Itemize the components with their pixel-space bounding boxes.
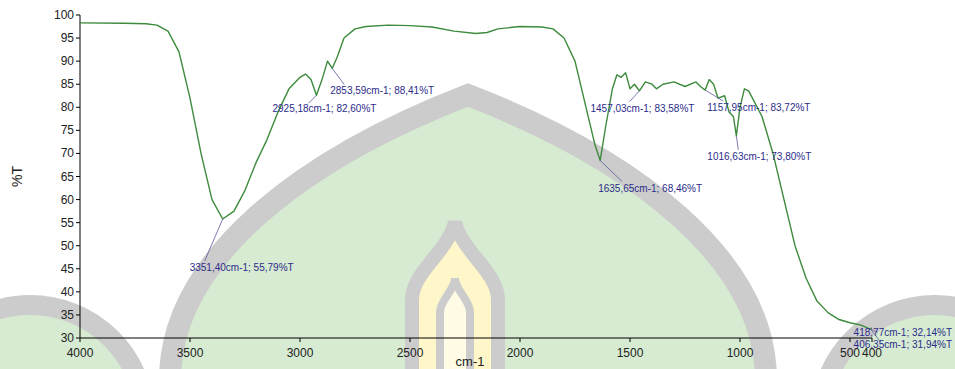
x-tick <box>740 338 741 342</box>
axes: 30 35 40 45 50 55 60 65 70 75 80 85 90 95 100 4000 3500 3… <box>54 8 882 360</box>
y-tick <box>76 245 80 246</box>
y-tick-label: 55 <box>61 216 75 230</box>
x-tick-label: 3000 <box>287 346 314 360</box>
annotation-leader <box>736 136 738 150</box>
chart: 3035404550556065707580859095100400035003… <box>0 0 955 369</box>
spectrum-line <box>80 23 872 329</box>
plot-area <box>80 23 872 329</box>
x-tick-label: 1000 <box>727 346 754 360</box>
y-tick <box>76 176 80 177</box>
y-tick-label: 50 <box>61 239 75 253</box>
y-tick-label: 75 <box>61 123 75 137</box>
y-tick <box>76 130 80 131</box>
y-tick-label: 100 <box>54 8 74 22</box>
y-tick <box>76 338 80 339</box>
x-tick <box>80 338 81 342</box>
y-tick-label: 60 <box>61 193 75 207</box>
annotation-label: 1635,65cm-1; 68,46%T <box>598 183 702 194</box>
annotations: 3351,40cm-1; 55,79%T 2925,18cm-1; 82,60%T… <box>190 68 952 350</box>
x-axis-label: cm-1 <box>456 354 485 369</box>
annotation-label: 1016,63cm-1; 73,80%T <box>707 151 811 162</box>
watermark-tower <box>412 222 498 369</box>
annotation-leader <box>705 90 723 101</box>
y-tick-label: 45 <box>61 262 75 276</box>
y-tick <box>76 107 80 108</box>
y-tick-label: 80 <box>61 100 75 114</box>
watermark-shape <box>820 305 955 369</box>
annotation-label: 2853,59cm-1; 88,41%T <box>330 85 434 96</box>
y-tick-label: 65 <box>61 170 75 184</box>
x-tick <box>410 338 411 342</box>
x-tick-label: 1500 <box>617 346 644 360</box>
x-axis-line <box>80 338 872 339</box>
y-tick <box>76 222 80 223</box>
y-axis-label: %T <box>9 166 25 187</box>
watermark-shape <box>0 305 145 369</box>
x-tick-label: 3500 <box>177 346 204 360</box>
y-tick-label: 95 <box>61 31 75 45</box>
y-tick <box>76 314 80 315</box>
watermark-dome <box>170 95 766 369</box>
annotation-leader <box>308 95 316 103</box>
annotation-leader <box>205 219 223 261</box>
y-tick-label: 70 <box>61 146 75 160</box>
y-tick <box>76 38 80 39</box>
annotation-label: 418,77cm-1; 32,14%T <box>854 327 952 338</box>
y-tick-label: 35 <box>61 308 75 322</box>
annotation-label: 406,35cm-1; 31,94%T <box>854 339 952 350</box>
annotation-leader <box>629 91 639 102</box>
y-tick-label: 30 <box>61 331 75 345</box>
y-tick <box>76 61 80 62</box>
watermark <box>0 95 955 369</box>
x-tick-label: 2500 <box>397 346 424 360</box>
x-tick <box>630 338 631 342</box>
y-tick-label: 90 <box>61 54 75 68</box>
annotation-leader <box>332 68 344 84</box>
y-tick <box>76 84 80 85</box>
annotation-label: 1457,03cm-1; 83,58%T <box>590 103 694 114</box>
y-tick <box>76 153 80 154</box>
y-tick-label: 85 <box>61 77 75 91</box>
x-tick <box>520 338 521 342</box>
y-tick <box>76 199 80 200</box>
x-tick <box>850 338 851 342</box>
y-tick <box>76 15 80 16</box>
annotation-leader <box>600 161 622 182</box>
y-tick <box>76 268 80 269</box>
annotation-label: 2925,18cm-1; 82,60%T <box>272 103 376 114</box>
annotation-label: 1157,95cm-1; 83,72%T <box>707 102 810 113</box>
x-tick <box>190 338 191 342</box>
x-tick <box>300 338 301 342</box>
y-tick <box>76 291 80 292</box>
x-tick-label: 2000 <box>507 346 534 360</box>
x-tick-label: 4000 <box>67 346 94 360</box>
y-tick-label: 40 <box>61 285 75 299</box>
annotation-label: 3351,40cm-1; 55,79%T <box>190 262 294 273</box>
